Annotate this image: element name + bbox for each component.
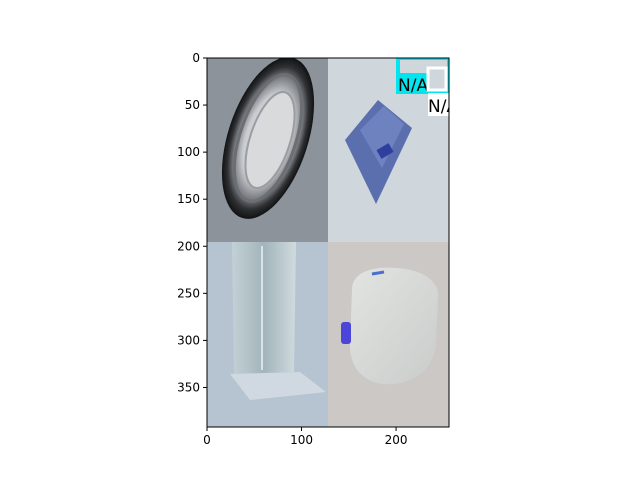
x-tick-label: 100 [290,433,313,447]
tile-glass-bottle [207,242,328,427]
tile-plastic-jug [328,242,449,427]
y-tick-label: 100 [177,145,200,159]
y-tick-label: 50 [185,98,200,112]
y-tick-label: 250 [177,286,200,300]
tile-tin-can-lid [207,58,328,242]
x-tick-label: 200 [385,433,408,447]
annotation-na-2: N/A [428,97,458,117]
y-tick-label: 200 [177,239,200,253]
axes-frame [206,57,450,428]
tile-blue-carton [328,58,449,242]
annotation-na-1: N/A [398,76,428,96]
x-tick-label: 0 [203,433,211,447]
y-tick-label: 300 [177,333,200,347]
axis-ticks: 0 100 200 0 50 100 150 200 250 300 350 [177,51,407,447]
y-tick-label: 350 [177,380,200,394]
image-panel: N/A N/A [207,58,458,427]
y-tick-label: 0 [192,51,200,65]
y-tick-label: 150 [177,192,200,206]
annotation-boxes: N/A N/A [396,58,458,117]
